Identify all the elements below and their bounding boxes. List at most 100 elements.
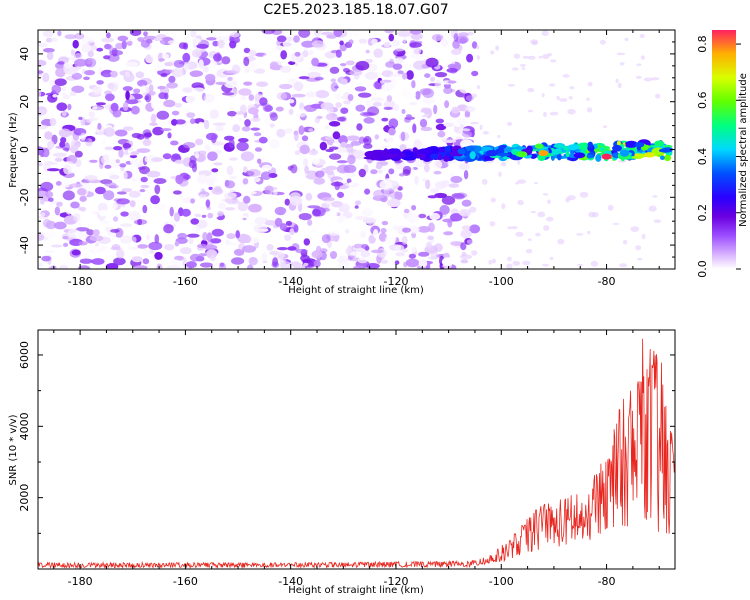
noise-blob (329, 153, 342, 160)
noise-blob (276, 35, 287, 43)
noise-blob (190, 30, 197, 38)
signal-blob (430, 153, 439, 160)
noise-blob (635, 245, 642, 251)
noise-blob (199, 206, 206, 211)
noise-blob (302, 50, 309, 58)
noise-blob (325, 165, 338, 171)
noise-blob (506, 263, 513, 269)
noise-blob (330, 181, 344, 187)
noise-blob (86, 229, 95, 236)
noise-blob (635, 75, 642, 79)
noise-blob (434, 243, 443, 252)
noise-blob (88, 111, 96, 118)
noise-blob (66, 209, 72, 215)
noise-blob (559, 98, 568, 102)
noise-blob (174, 241, 180, 247)
noise-blob (383, 41, 391, 48)
noise-blob (408, 225, 420, 234)
noise-blob (411, 247, 417, 253)
noise-blob (99, 220, 110, 224)
noise-blob (460, 229, 472, 239)
noise-blob (115, 249, 125, 259)
noise-blob (425, 179, 431, 190)
noise-blob (154, 251, 163, 260)
noise-blob (488, 259, 493, 265)
signal-blob (595, 154, 602, 162)
x-tick-label: -140 (278, 575, 303, 588)
noise-blob (250, 118, 261, 122)
noise-blob (168, 75, 176, 83)
noise-blob (125, 61, 138, 68)
noise-blob (489, 221, 496, 227)
noise-blob (40, 181, 54, 192)
noise-blob (424, 73, 431, 78)
noise-blob (243, 81, 253, 86)
noise-blob (299, 144, 310, 155)
noise-blob (70, 201, 80, 209)
snr-line-layer (38, 338, 675, 569)
noise-blob (133, 88, 141, 94)
noise-blob (200, 262, 213, 268)
noise-blob (247, 264, 254, 269)
noise-blob (375, 163, 383, 170)
noise-blob (313, 260, 321, 268)
noise-blob (515, 231, 524, 237)
noise-blob (460, 242, 467, 251)
x-tick-label: -160 (173, 275, 198, 288)
noise-blob (460, 259, 469, 264)
noise-blob (386, 95, 393, 102)
noise-blob (349, 182, 354, 186)
noise-blob (40, 198, 45, 205)
noise-blob (285, 220, 292, 226)
noise-blob (140, 39, 150, 48)
noise-blob (259, 97, 268, 106)
noise-blob (512, 67, 519, 71)
noise-blob (188, 237, 194, 245)
x-tick-label: -120 (383, 275, 408, 288)
noise-blob (397, 70, 404, 75)
noise-blob (365, 49, 370, 54)
noise-blob (364, 217, 377, 225)
noise-blob (46, 51, 54, 60)
noise-blob (261, 164, 272, 171)
signal-peak (538, 150, 549, 157)
noise-blob (139, 189, 146, 193)
signal-peak (517, 151, 528, 158)
noise-blob (264, 220, 278, 226)
noise-blob (50, 37, 58, 42)
noise-blob (289, 195, 303, 206)
noise-blob (129, 154, 138, 159)
noise-blob (71, 72, 83, 80)
noise-blob (363, 143, 373, 149)
noise-blob (374, 134, 379, 140)
noise-blob (324, 124, 330, 130)
signal-blob (412, 147, 418, 154)
noise-blob (486, 160, 495, 164)
noise-blob (343, 100, 351, 105)
noise-blob (469, 206, 477, 213)
snr-plot-area (38, 330, 675, 569)
noise-blob (238, 138, 249, 143)
noise-blob (190, 218, 199, 225)
noise-blob (463, 71, 470, 80)
noise-blob (373, 229, 379, 239)
noise-blob (299, 265, 306, 269)
noise-blob (47, 197, 54, 202)
noise-blob (78, 241, 88, 246)
noise-blob (579, 191, 589, 198)
noise-blob (388, 168, 395, 175)
noise-blob (96, 80, 104, 85)
noise-blob (422, 95, 435, 105)
noise-blob (319, 141, 328, 151)
noise-blob (209, 109, 219, 119)
noise-blob (206, 132, 218, 141)
noise-blob (217, 211, 224, 217)
noise-blob (402, 72, 408, 80)
noise-blob (471, 250, 478, 256)
noise-blob (294, 51, 301, 57)
noise-blob (109, 49, 124, 56)
signal-blob (625, 140, 638, 147)
noise-blob (220, 33, 232, 38)
noise-blob (471, 41, 478, 49)
noise-blob (521, 67, 526, 70)
